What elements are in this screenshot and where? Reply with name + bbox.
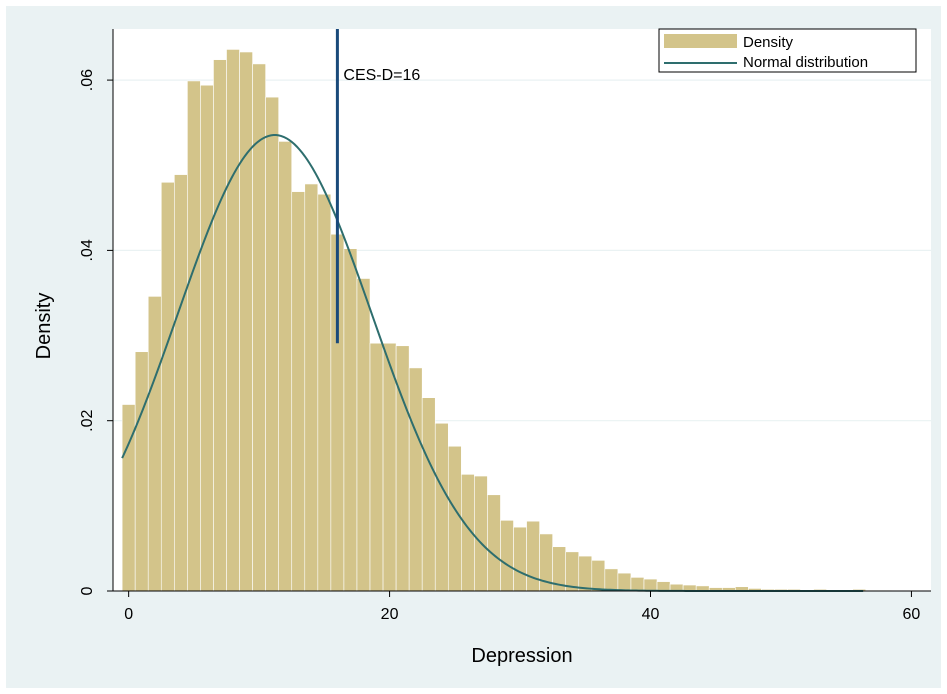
histogram-bar (343, 248, 358, 592)
histogram-bar (213, 59, 227, 592)
cutoff-line-group: CES-D=16 (335, 29, 420, 344)
y-tick-label: .04 (79, 239, 96, 261)
histogram-bar (252, 63, 266, 592)
histogram-bar (408, 367, 423, 592)
histogram-bar (474, 475, 488, 592)
histogram-bar (134, 351, 149, 592)
histogram-bar (643, 578, 658, 592)
histogram-bar (291, 191, 306, 592)
x-tick-label: 40 (642, 606, 660, 623)
y-axis-label: Density (33, 293, 55, 360)
x-tick-label: 0 (124, 606, 133, 623)
histogram-bar (304, 183, 319, 592)
histogram-bar (369, 342, 384, 592)
legend-label-density: Density (743, 34, 794, 51)
histogram-bars (121, 49, 893, 592)
histogram-bar (656, 581, 671, 592)
histogram-bar (160, 181, 175, 592)
histogram-bar (174, 174, 188, 592)
histogram-bar (317, 193, 332, 592)
histogram-bar (382, 342, 397, 592)
histogram-bar (591, 560, 606, 592)
histogram-bar (239, 51, 253, 592)
histogram-bar (500, 520, 514, 592)
histogram-bar (147, 296, 162, 592)
axes (112, 29, 931, 592)
x-tick-label: 60 (903, 606, 921, 623)
histogram-bar (395, 345, 410, 592)
histogram-bar (421, 397, 436, 592)
histogram-bar (434, 422, 449, 592)
histogram-bar (447, 445, 462, 592)
histogram-bar (487, 494, 501, 592)
histogram-bar (187, 80, 201, 592)
y-tick-label: 0 (79, 586, 96, 595)
x-tick-label: 20 (381, 606, 399, 623)
y-tick-label: .06 (79, 69, 96, 91)
histogram-bar (265, 96, 279, 592)
histogram-bar (526, 520, 540, 592)
x-axis-label: Depression (471, 645, 572, 667)
y-tick-label: .02 (79, 409, 96, 431)
histogram-bar (278, 141, 293, 592)
histogram-bar (630, 577, 645, 592)
histogram-bar (200, 84, 214, 592)
legend-label-normal: Normal distribution (743, 54, 868, 71)
histogram-bar (578, 555, 593, 592)
cutoff-label: CES-D=16 (343, 67, 420, 84)
legend-swatch-density (664, 34, 737, 48)
histogram-bar (356, 278, 371, 592)
chart-frame: CES-D=16 0 20 40 60 0 .02 .04 .06 Depression De… (6, 6, 941, 688)
histogram-chart: CES-D=16 0 20 40 60 0 .02 .04 .06 Depression De… (33, 28, 931, 667)
histogram-bar (226, 49, 240, 592)
tick-labels: 0 20 40 60 0 .02 .04 .06 (79, 69, 920, 623)
histogram-bar (513, 526, 527, 592)
histogram-bar (617, 572, 632, 592)
histogram-bar (604, 568, 619, 592)
legend: Density Normal distribution (658, 28, 917, 73)
